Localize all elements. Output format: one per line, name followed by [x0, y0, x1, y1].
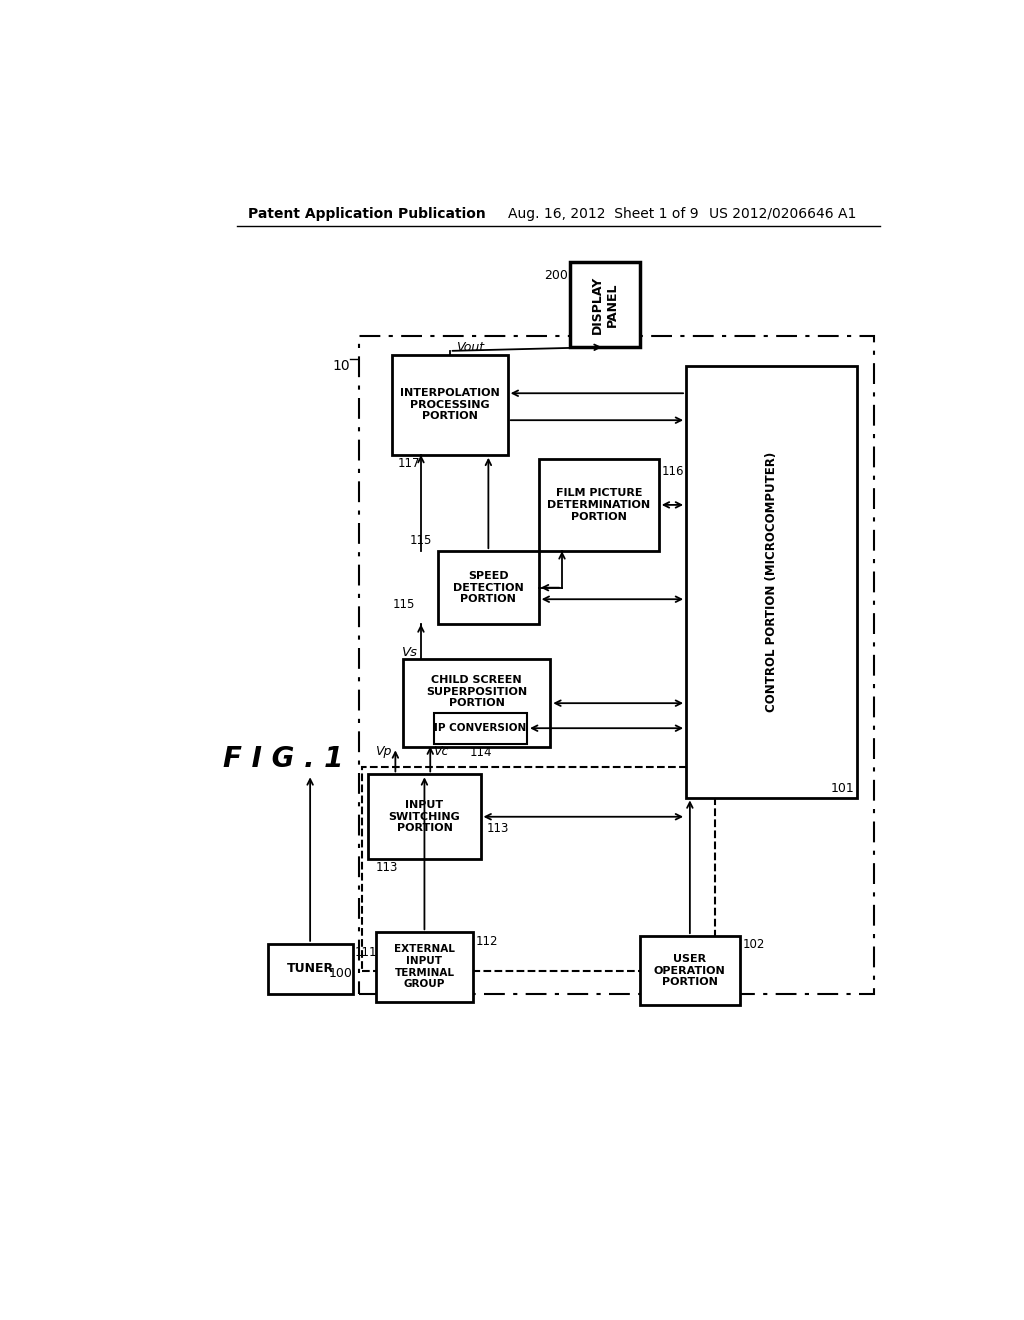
- Bar: [434, 713, 527, 743]
- Text: Patent Application Publication: Patent Application Publication: [248, 207, 485, 220]
- Text: 10: 10: [332, 359, 349, 372]
- Text: SPEED
DETECTION
PORTION: SPEED DETECTION PORTION: [453, 572, 523, 605]
- Text: Vout: Vout: [456, 341, 484, 354]
- Bar: [569, 263, 640, 347]
- Text: EXTERNAL
INPUT
TERMINAL
GROUP: EXTERNAL INPUT TERMINAL GROUP: [394, 945, 455, 989]
- Text: 112: 112: [475, 935, 498, 948]
- Text: CONTROL PORTION (MICROCOMPUTER): CONTROL PORTION (MICROCOMPUTER): [765, 451, 778, 711]
- Text: 102: 102: [742, 939, 765, 952]
- Bar: [391, 355, 508, 455]
- Text: 115: 115: [410, 535, 432, 548]
- Bar: [686, 367, 856, 797]
- Text: 111: 111: [355, 946, 378, 960]
- Text: INTERPOLATION
PROCESSING
PORTION: INTERPOLATION PROCESSING PORTION: [399, 388, 500, 421]
- Text: F I G . 1: F I G . 1: [223, 744, 343, 774]
- Bar: [376, 932, 473, 1002]
- Text: 100: 100: [329, 966, 352, 979]
- Text: 115: 115: [392, 598, 415, 611]
- Text: 200: 200: [545, 268, 568, 281]
- Text: 113: 113: [376, 862, 398, 874]
- Bar: [369, 775, 480, 859]
- Text: 116: 116: [662, 465, 684, 478]
- Text: INPUT
SWITCHING
PORTION: INPUT SWITCHING PORTION: [388, 800, 461, 833]
- Bar: [403, 659, 550, 747]
- Bar: [267, 944, 352, 994]
- Bar: [640, 936, 740, 1006]
- Text: 114: 114: [469, 746, 492, 759]
- Text: TUNER: TUNER: [287, 962, 334, 975]
- Text: FILM PICTURE
DETERMINATION
PORTION: FILM PICTURE DETERMINATION PORTION: [547, 488, 650, 521]
- Text: 117: 117: [397, 457, 420, 470]
- Bar: [362, 767, 715, 970]
- Text: US 2012/0206646 A1: US 2012/0206646 A1: [710, 207, 857, 220]
- Text: 113: 113: [486, 822, 509, 834]
- Text: 101: 101: [830, 783, 854, 795]
- Text: Vs: Vs: [401, 647, 418, 659]
- Text: Aug. 16, 2012  Sheet 1 of 9: Aug. 16, 2012 Sheet 1 of 9: [508, 207, 698, 220]
- Bar: [438, 552, 539, 624]
- Bar: [359, 335, 874, 994]
- Text: Vp: Vp: [375, 744, 391, 758]
- Text: USER
OPERATION
PORTION: USER OPERATION PORTION: [654, 954, 726, 987]
- Text: IP CONVERSION: IP CONVERSION: [434, 723, 526, 733]
- Bar: [539, 459, 658, 552]
- Text: Vc: Vc: [432, 744, 447, 758]
- Text: DISPLAY
PANEL: DISPLAY PANEL: [591, 276, 618, 334]
- Text: CHILD SCREEN
SUPERPOSITION
PORTION: CHILD SCREEN SUPERPOSITION PORTION: [426, 675, 527, 709]
